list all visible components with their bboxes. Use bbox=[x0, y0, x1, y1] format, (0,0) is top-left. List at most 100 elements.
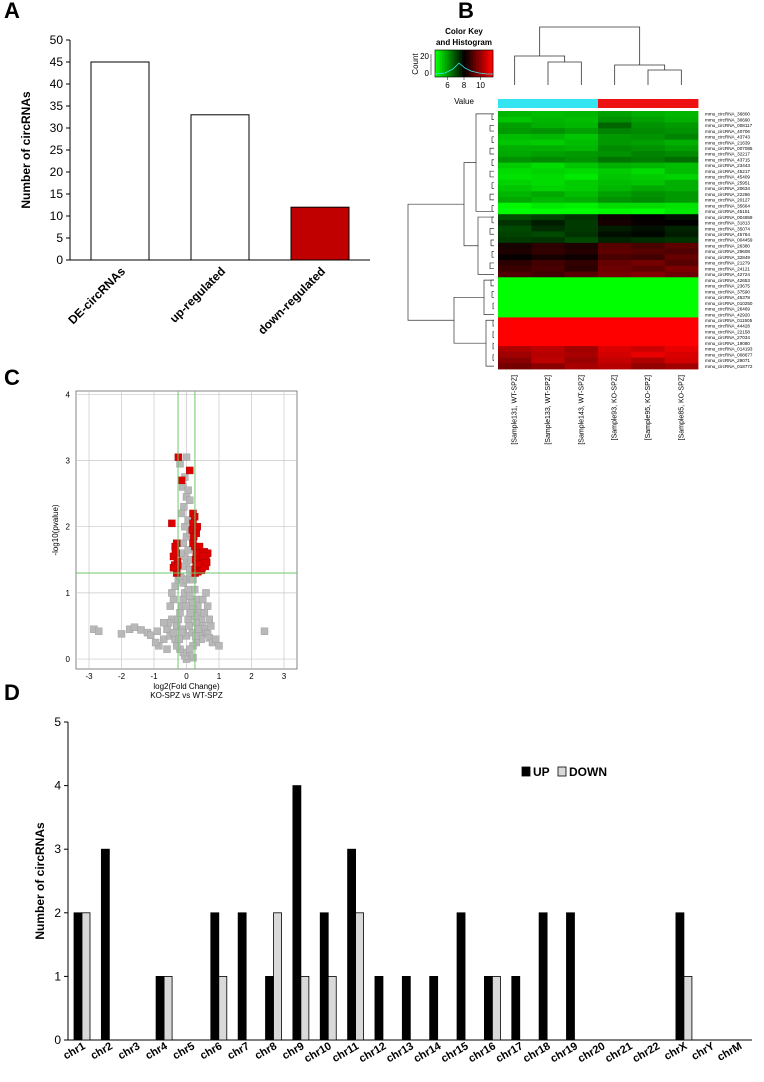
b-heatmap-cell bbox=[631, 197, 666, 204]
b-column-label: [Sample133, WT-SPZ] bbox=[545, 375, 552, 445]
d-y-tick-label: 5 bbox=[54, 715, 61, 729]
b-heatmap-cell bbox=[498, 139, 532, 146]
b-color-key-subtitle: and Histogram bbox=[436, 38, 492, 47]
b-heatmap-cell bbox=[631, 248, 666, 255]
c-point-nonsignificant bbox=[203, 602, 212, 610]
a-bar bbox=[190, 114, 250, 261]
b-row-label: mmu_circRNA_45378 bbox=[705, 295, 750, 300]
b-heatmap-cell bbox=[531, 231, 566, 238]
b-heatmap-cell bbox=[664, 300, 699, 307]
c-point-nonsignificant bbox=[200, 609, 209, 617]
b-row-label: mmu_circRNA_24121 bbox=[705, 266, 750, 271]
b-heatmap-cell bbox=[631, 334, 666, 341]
d-category-label: chr13 bbox=[384, 1040, 415, 1065]
b-heatmap-cell bbox=[498, 317, 532, 324]
d-category-label: chr10 bbox=[302, 1040, 333, 1065]
b-heatmap-cell bbox=[598, 145, 632, 152]
b-heatmap-cell bbox=[564, 219, 599, 227]
panel-letter-c: C bbox=[4, 365, 20, 390]
c-point-nonsignificant bbox=[260, 627, 269, 635]
b-heatmap-cell bbox=[598, 168, 632, 175]
b-heatmap-cell bbox=[631, 128, 666, 135]
b-heatmap-cell bbox=[598, 191, 632, 198]
b-heatmap-cell bbox=[664, 191, 699, 198]
b-group-bar-cell bbox=[564, 99, 599, 108]
b-heatmap-cell bbox=[664, 208, 699, 215]
b-heatmap-cell bbox=[531, 174, 566, 181]
b-heatmap-cell bbox=[564, 248, 599, 255]
b-heatmap-cell bbox=[664, 271, 699, 278]
b-heatmap-cell bbox=[664, 248, 699, 255]
d-category-label: chr21 bbox=[603, 1040, 634, 1065]
d-bar-up bbox=[265, 976, 274, 1041]
c-point-nonsignificant bbox=[177, 628, 186, 637]
c-y-tick-label: 4 bbox=[66, 390, 71, 399]
b-heatmap-cell bbox=[498, 328, 532, 335]
b-heatmap-cell bbox=[531, 357, 566, 364]
b-row-dendrogram-link bbox=[491, 113, 494, 120]
b-heatmap-cell bbox=[598, 357, 632, 364]
b-heatmap-cell bbox=[564, 151, 599, 158]
c-point-nonsignificant bbox=[137, 626, 145, 634]
b-color-key-swatch bbox=[473, 50, 477, 77]
b-heatmap-cell bbox=[531, 334, 566, 341]
d-category-label: chr22 bbox=[631, 1040, 662, 1065]
d-bar-down bbox=[81, 912, 91, 1041]
b-row-label: mmu_circRNA_008117 bbox=[705, 123, 753, 128]
b-heatmap-cell bbox=[631, 260, 666, 267]
c-point-significant bbox=[199, 552, 208, 560]
b-group-bar-cell bbox=[598, 99, 632, 108]
a-category-label: DE-circRNAs bbox=[65, 264, 128, 327]
b-heatmap-cell bbox=[498, 323, 532, 330]
b-heatmap-cell bbox=[631, 328, 666, 335]
b-heatmap-cell bbox=[598, 340, 632, 347]
b-heatmap-cell bbox=[531, 300, 566, 307]
b-heatmap-cell bbox=[498, 214, 532, 221]
b-heatmap-cell bbox=[498, 340, 532, 347]
a-y-axis-label: Number of circRNAs bbox=[19, 91, 33, 209]
chart-c: -3 -2 -1 0 1 2 3 0 1 2 3 4 log2(Fold Change)KO-SPZ v… bbox=[51, 390, 298, 700]
b-color-key-swatch bbox=[439, 50, 443, 77]
b-row-label: mmu_circRNA_26469 bbox=[705, 307, 750, 312]
b-heatmap-cell bbox=[564, 317, 599, 324]
c-x-tick-label: 1 bbox=[217, 672, 222, 681]
b-color-key-value-tick-label: 10 bbox=[476, 81, 485, 90]
b-heatmap-cell bbox=[631, 294, 666, 301]
chart-b: mmu_circRNA_36800mmu_circRNA_30690mmu_ci… bbox=[407, 26, 753, 445]
b-heatmap-cell bbox=[498, 197, 532, 204]
b-heatmap-cell bbox=[498, 185, 532, 192]
b-heatmap-cell bbox=[631, 174, 666, 181]
b-heatmap-cell bbox=[564, 277, 599, 284]
b-heatmap-cell bbox=[598, 242, 632, 249]
b-heatmap-cell bbox=[631, 145, 666, 152]
b-heatmap-cell bbox=[531, 145, 566, 152]
d-category-label: chrM bbox=[715, 1040, 744, 1064]
c-point-nonsignificant bbox=[186, 592, 194, 600]
b-heatmap-cell bbox=[598, 346, 632, 353]
b-heatmap-cell bbox=[531, 237, 566, 244]
a-category-label: up-regulated bbox=[167, 264, 228, 325]
c-y-tick-label: 0 bbox=[66, 655, 71, 664]
d-bar-up bbox=[319, 912, 329, 1041]
d-y-tick-label: 4 bbox=[54, 779, 61, 793]
b-heatmap-cell bbox=[498, 248, 532, 255]
b-color-key-swatch bbox=[454, 50, 458, 77]
b-heatmap-cell bbox=[598, 219, 632, 227]
b-row-dendrogram-link bbox=[407, 203, 464, 321]
d-bar-down bbox=[683, 976, 693, 1041]
b-heatmap-cell bbox=[531, 294, 566, 301]
c-point-nonsignificant bbox=[182, 453, 191, 461]
b-heatmap-cell bbox=[631, 133, 666, 141]
b-heatmap-cell bbox=[598, 139, 632, 146]
b-heatmap-cell bbox=[498, 174, 532, 181]
b-heatmap-cell bbox=[664, 323, 699, 330]
c-point-nonsignificant bbox=[186, 496, 194, 504]
b-row-label: mmu_circRNA_29608 bbox=[705, 249, 750, 254]
b-row-dendrogram-link bbox=[453, 296, 486, 344]
b-heatmap-cell bbox=[564, 225, 599, 232]
c-point-significant bbox=[189, 532, 198, 541]
b-heatmap-cell bbox=[664, 340, 699, 347]
d-bar-up bbox=[456, 912, 466, 1041]
b-heatmap-cell bbox=[664, 254, 699, 261]
b-group-bar-cell bbox=[631, 99, 666, 108]
